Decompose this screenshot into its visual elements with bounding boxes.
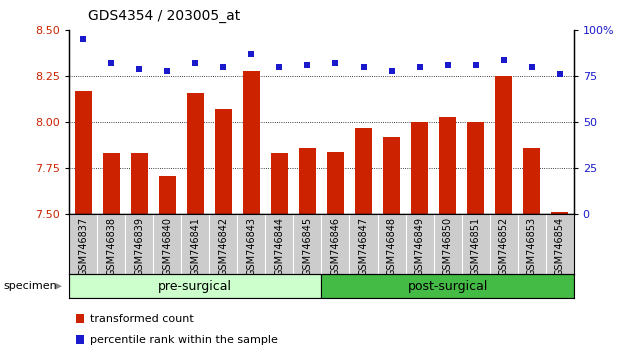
Point (358, 64, 369, 70)
Point (218, 64, 228, 70)
Text: post-surgical: post-surgical (408, 280, 488, 293)
Bar (355, 128, 372, 214)
Text: specimen: specimen (3, 281, 57, 291)
Text: GSM746848: GSM746848 (387, 217, 397, 276)
Text: GSM746850: GSM746850 (442, 217, 453, 276)
Point (274, 64, 285, 70)
Text: GSM746837: GSM746837 (78, 217, 88, 276)
Point (526, 64, 537, 70)
Text: pre-surgical: pre-surgical (158, 280, 232, 293)
Bar (322, 274, 574, 298)
Text: percentile rank within the sample: percentile rank within the sample (90, 335, 278, 345)
Text: GSM746845: GSM746845 (303, 217, 312, 276)
Bar (69, 274, 322, 298)
Text: GSM746847: GSM746847 (358, 217, 369, 276)
Text: GSM746849: GSM746849 (415, 217, 424, 276)
Bar (299, 148, 316, 214)
Text: GSM746851: GSM746851 (470, 217, 481, 276)
Text: GSM746853: GSM746853 (527, 217, 537, 276)
Point (303, 62, 313, 68)
Point (442, 62, 453, 68)
Text: GSM746841: GSM746841 (190, 217, 201, 276)
Text: GSM746842: GSM746842 (219, 217, 228, 276)
Text: GSM746843: GSM746843 (246, 217, 256, 276)
Bar (551, 212, 568, 214)
Point (78, 36, 88, 42)
Bar (159, 176, 176, 214)
Bar (327, 152, 344, 214)
Bar (467, 122, 484, 214)
Text: GDS4354 / 203005_at: GDS4354 / 203005_at (88, 9, 241, 23)
Text: GSM746854: GSM746854 (554, 217, 565, 276)
Bar (103, 153, 120, 214)
Point (106, 61, 117, 66)
Point (246, 51, 256, 57)
Bar (439, 116, 456, 214)
Text: GSM746840: GSM746840 (162, 217, 172, 276)
Bar (187, 93, 204, 214)
Bar (131, 153, 147, 214)
Bar (215, 109, 232, 214)
Point (554, 72, 565, 77)
Bar (75, 91, 92, 214)
Bar (383, 137, 400, 214)
Point (190, 61, 201, 66)
Bar (243, 70, 260, 214)
Text: GSM746844: GSM746844 (274, 217, 285, 276)
Point (330, 61, 340, 66)
Bar (411, 122, 428, 214)
Text: GSM746852: GSM746852 (499, 217, 508, 276)
Point (162, 68, 172, 73)
Text: GSM746838: GSM746838 (106, 217, 116, 276)
Bar (271, 153, 288, 214)
Bar (523, 148, 540, 214)
Point (387, 68, 397, 73)
Text: transformed count: transformed count (90, 314, 194, 324)
Point (470, 62, 481, 68)
Point (134, 66, 144, 72)
Point (415, 64, 425, 70)
Text: GSM746846: GSM746846 (331, 217, 340, 276)
Point (499, 57, 509, 62)
Bar (495, 76, 512, 214)
Text: GSM746839: GSM746839 (135, 217, 144, 276)
